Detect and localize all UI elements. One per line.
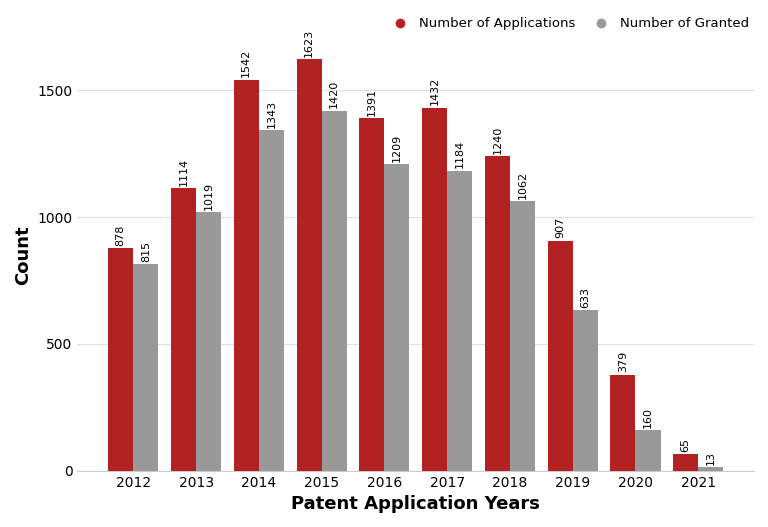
Text: 907: 907	[555, 217, 565, 238]
Text: 1209: 1209	[392, 133, 402, 162]
Text: 1062: 1062	[518, 171, 528, 199]
Text: 815: 815	[141, 240, 151, 261]
Bar	[196, 212, 221, 471]
Text: 13: 13	[706, 451, 716, 465]
Bar	[385, 164, 409, 471]
X-axis label: Patent Application Years: Patent Application Years	[291, 495, 540, 513]
Bar	[233, 80, 259, 471]
Bar	[485, 157, 510, 471]
Text: 1114: 1114	[178, 158, 188, 186]
Text: 1019: 1019	[204, 182, 214, 210]
Text: 1542: 1542	[241, 49, 251, 77]
Text: 878: 878	[116, 224, 126, 246]
Bar	[359, 118, 385, 471]
Y-axis label: Count: Count	[14, 226, 32, 285]
Text: 1343: 1343	[266, 100, 276, 128]
Bar	[296, 59, 322, 471]
Text: 379: 379	[618, 351, 628, 372]
Text: 1184: 1184	[455, 140, 465, 168]
Bar	[635, 430, 660, 471]
Bar	[134, 264, 158, 471]
Text: 1240: 1240	[492, 125, 502, 154]
Bar	[611, 375, 635, 471]
Bar	[171, 188, 196, 471]
Text: 633: 633	[581, 287, 591, 308]
Bar	[447, 171, 472, 471]
Bar	[322, 111, 346, 471]
Bar	[673, 454, 698, 471]
Text: 1391: 1391	[367, 87, 377, 115]
Bar	[422, 108, 447, 471]
Bar	[510, 201, 535, 471]
Text: 1420: 1420	[329, 80, 339, 108]
Text: 1432: 1432	[429, 77, 439, 105]
Bar	[259, 130, 284, 471]
Bar	[548, 241, 573, 471]
Text: 160: 160	[643, 407, 653, 427]
Bar	[698, 467, 723, 471]
Text: 65: 65	[680, 438, 690, 452]
Legend: Number of Applications, Number of Granted: Number of Applications, Number of Grante…	[382, 12, 754, 35]
Text: 1623: 1623	[304, 28, 314, 57]
Bar	[573, 310, 598, 471]
Bar	[108, 248, 134, 471]
